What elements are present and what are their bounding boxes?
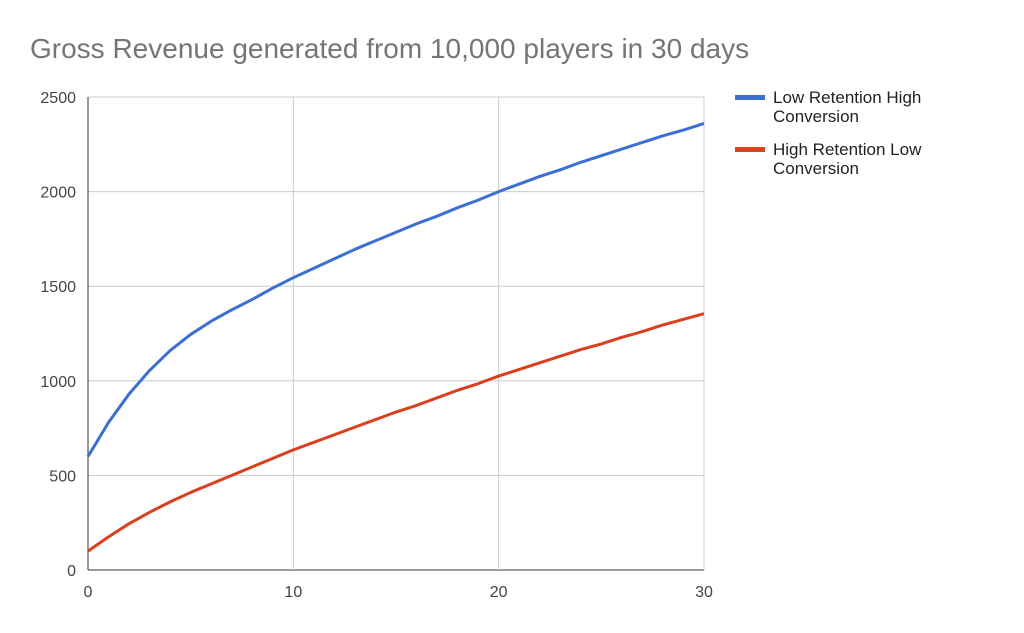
y-tick-label: 1500 [40, 279, 76, 296]
x-tick-label: 30 [695, 584, 713, 601]
chart-title: Gross Revenue generated from 10,000 play… [30, 33, 749, 64]
y-tick-label: 500 [49, 468, 76, 485]
y-tick-label: 2500 [40, 90, 76, 107]
legend-item: High Retention Low Conversion [735, 140, 963, 178]
legend-swatch [735, 147, 765, 152]
y-tick-label: 2000 [40, 185, 76, 202]
legend: Low Retention High Conversion High Retent… [735, 88, 975, 192]
legend-swatch [735, 95, 765, 100]
y-tick-label: 1000 [40, 374, 76, 391]
legend-label: Low Retention High Conversion [773, 88, 922, 126]
series-line [87, 312, 705, 553]
x-tick-label: 10 [284, 584, 302, 601]
series-line [86, 122, 705, 458]
y-tick-label: 0 [67, 563, 76, 580]
x-tick-label: 0 [84, 584, 93, 601]
legend-label: High Retention Low Conversion [773, 140, 922, 178]
legend-item: Low Retention High Conversion [735, 88, 963, 126]
x-tick-label: 20 [490, 584, 508, 601]
